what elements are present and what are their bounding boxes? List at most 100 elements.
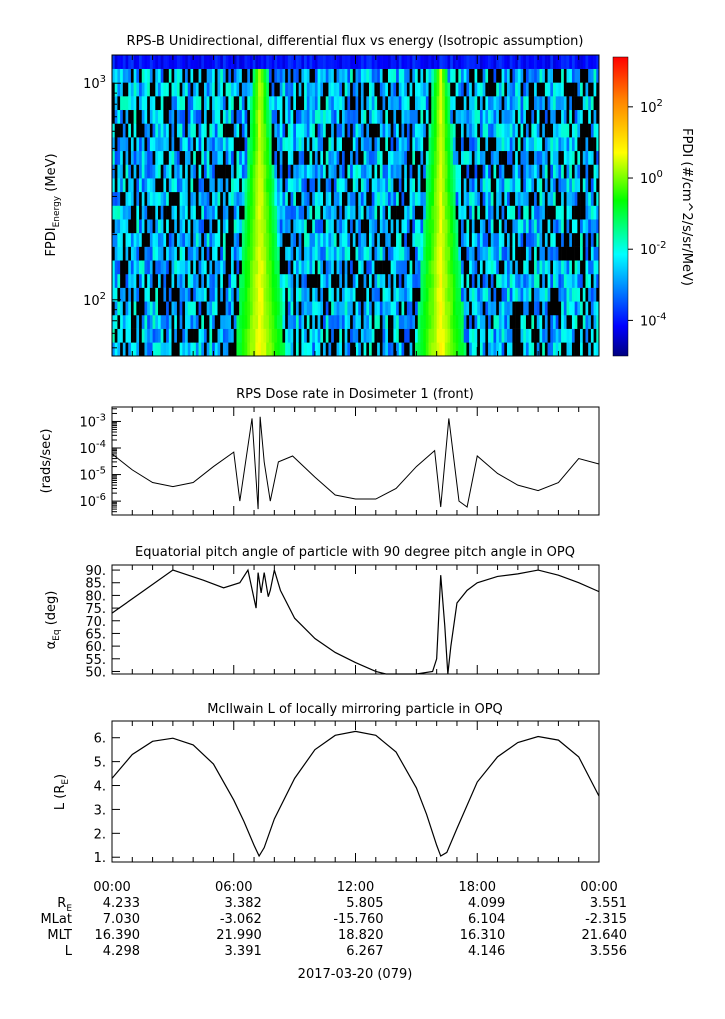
spectrogram-cell — [228, 219, 232, 234]
spectrogram-cell — [350, 205, 354, 220]
spectrogram-cell — [266, 164, 270, 179]
spectrogram-cell — [520, 219, 524, 234]
spectrogram-cell — [114, 191, 118, 206]
colorbar-tick-label: 100 — [640, 169, 663, 187]
spectrogram-cell — [282, 246, 286, 261]
dose-y-tick-label: 10-4 — [79, 439, 106, 457]
spectrogram-cell — [293, 68, 297, 83]
spectrogram-cell — [260, 178, 264, 193]
spectrogram-cell — [379, 260, 383, 275]
spectrogram-cell — [295, 178, 299, 193]
spectrogram-cell — [531, 314, 535, 329]
spectrogram-cell — [590, 205, 594, 220]
spectrogram-cell — [174, 191, 178, 206]
spectrogram-cell — [328, 191, 332, 206]
spectrogram-cell — [555, 96, 559, 111]
spectrogram-cell — [536, 342, 540, 357]
spectrogram-cell — [469, 301, 473, 316]
spectrogram-cell — [328, 68, 332, 83]
spectrogram-cell — [498, 273, 502, 288]
spectrogram-cell — [193, 68, 197, 83]
spectrogram-cell — [241, 205, 245, 220]
spectrogram-cell — [525, 68, 529, 83]
spectrogram-cell — [553, 273, 557, 288]
spectrogram-cell — [317, 219, 321, 234]
spectrogram-cell — [452, 205, 456, 220]
spectrogram-cell — [185, 68, 189, 83]
spectrogram-cell — [309, 68, 313, 83]
spectrogram-cell — [187, 68, 191, 83]
spectrogram-cell — [469, 137, 473, 152]
spectrogram-cell — [517, 55, 521, 69]
spectrogram-cell — [390, 342, 394, 357]
spectrogram-cell — [244, 137, 248, 152]
spectrogram-cell — [369, 68, 373, 83]
spectrogram-cell — [217, 164, 221, 179]
spectrogram-cell — [295, 164, 299, 179]
spectrogram-cell — [485, 178, 489, 193]
spectrogram-cell — [212, 82, 216, 97]
spectrogram-cell — [369, 123, 373, 138]
spectrogram-cell — [120, 219, 124, 234]
spectrogram-cell — [298, 205, 302, 220]
spectrogram-cell — [553, 232, 557, 247]
spectrogram-cell — [517, 137, 521, 152]
spectrogram-cell — [187, 287, 191, 302]
spectrogram-cell — [582, 137, 586, 152]
spectrogram-cell — [301, 287, 305, 302]
spectrogram-cell — [222, 301, 226, 316]
spectrogram-cell — [141, 219, 145, 234]
spectrogram-cell — [590, 342, 594, 357]
spectrogram-cell — [258, 205, 262, 220]
spectrogram-cell — [117, 232, 121, 247]
spectrogram-cell — [385, 301, 389, 316]
spectrogram-cell — [525, 178, 529, 193]
spectrogram-cell — [347, 301, 351, 316]
spectrogram-cell — [312, 109, 316, 124]
spectrogram-cell — [542, 246, 546, 261]
spectrogram-cell — [152, 68, 156, 83]
spectrogram-cell — [217, 287, 221, 302]
spectrogram-cell — [523, 109, 527, 124]
spectrogram-cell — [566, 68, 570, 83]
spectrogram-cell — [406, 164, 410, 179]
spectrogram-cell — [206, 260, 210, 275]
spectrogram-cell — [366, 273, 370, 288]
spectrogram-cell — [306, 314, 310, 329]
spectrogram-cell — [463, 137, 467, 152]
ephemeris-value: 7.030 — [103, 912, 140, 927]
spectrogram-cell — [320, 164, 324, 179]
spectrogram-cell — [488, 232, 492, 247]
spectrogram-cell — [406, 109, 410, 124]
spectrogram-cell — [241, 55, 245, 69]
spectrogram-cell — [130, 205, 134, 220]
spectrogram-cell — [347, 82, 351, 97]
spectrogram-cell — [325, 96, 329, 111]
lshell-y-tick-label: 2. — [94, 827, 106, 842]
spectrogram-cell — [379, 301, 383, 316]
spectrogram-cell — [558, 137, 562, 152]
spectrogram-cell — [433, 301, 437, 316]
spectrogram-cell — [412, 82, 416, 97]
spectrogram-cell — [239, 232, 243, 247]
spectrogram-cell — [360, 260, 364, 275]
spectrogram-cell — [130, 150, 134, 165]
spectrogram-cell — [469, 328, 473, 343]
spectrogram-cell — [233, 137, 237, 152]
spectrogram-cell — [523, 314, 527, 329]
spectrogram-cell — [404, 55, 408, 69]
spectrogram-cell — [203, 164, 207, 179]
spectrogram-cell — [420, 232, 424, 247]
spectrogram-cell — [198, 96, 202, 111]
spectrogram-cell — [360, 314, 364, 329]
spectrogram-cell — [195, 164, 199, 179]
spectrogram-cell — [360, 287, 364, 302]
colorbar — [612, 56, 629, 357]
spectrogram-cell — [547, 137, 551, 152]
spectrogram-cell — [436, 137, 440, 152]
spectrogram-cell — [176, 96, 180, 111]
spectrogram-cell — [366, 328, 370, 343]
spectrogram-cell — [515, 96, 519, 111]
spectrogram-cell — [563, 260, 567, 275]
spectrogram-cell — [298, 82, 302, 97]
